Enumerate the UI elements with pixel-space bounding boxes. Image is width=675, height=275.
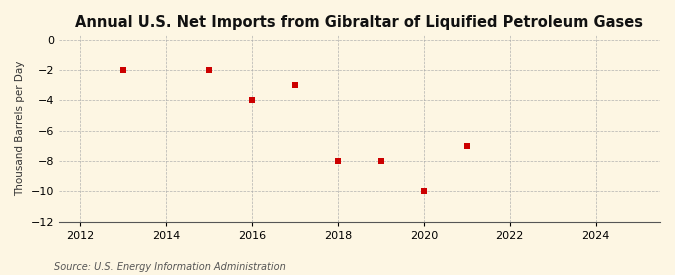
Point [418, 189, 429, 194]
Title: Annual U.S. Net Imports from Gibraltar of Liquified Petroleum Gases: Annual U.S. Net Imports from Gibraltar o… [76, 15, 643, 30]
Point [204, 68, 215, 72]
Point [333, 159, 344, 163]
Point [290, 83, 300, 87]
Point [118, 68, 129, 72]
Y-axis label: Thousand Barrels per Day: Thousand Barrels per Day [15, 61, 25, 196]
Point [462, 144, 472, 148]
Point [375, 159, 386, 163]
Text: Source: U.S. Energy Information Administration: Source: U.S. Energy Information Administ… [54, 262, 286, 272]
Point [247, 98, 258, 103]
